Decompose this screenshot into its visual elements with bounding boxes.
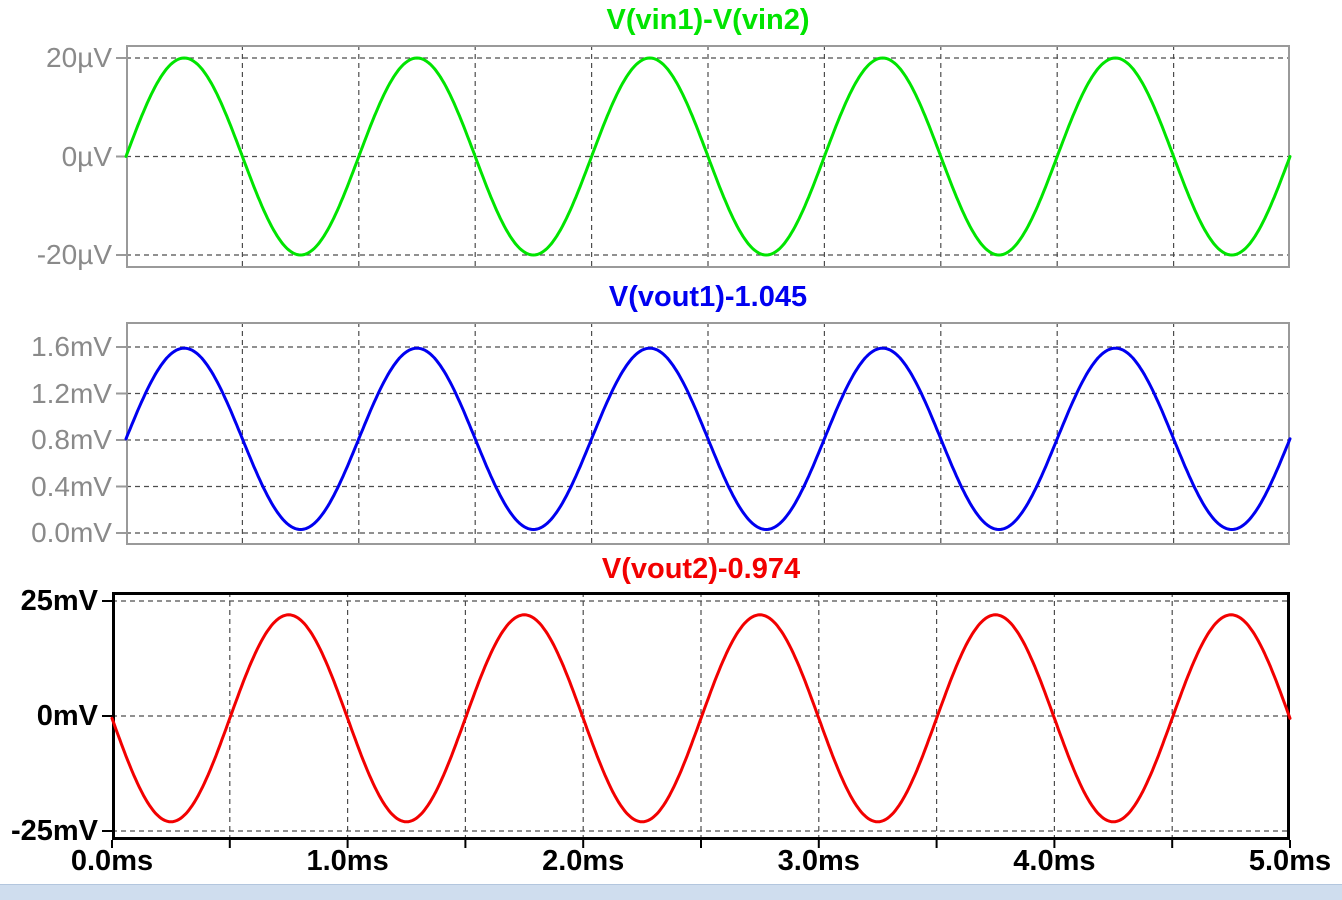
trace-label-vout1[interactable]: V(vout1)-1.045 <box>608 281 808 313</box>
plot-pane-vout2[interactable] <box>102 592 1292 848</box>
trace-label-vout2[interactable]: V(vout2)-0.974 <box>601 553 801 585</box>
horizontal-scrollbar[interactable] <box>0 884 1342 900</box>
y-axis-tick-label[interactable]: 1.6mV <box>31 331 112 362</box>
plot-pane-vout1[interactable] <box>116 322 1292 545</box>
x-axis-tick-label[interactable]: 1.0ms <box>306 845 389 877</box>
y-axis-tick-label[interactable]: 20µV <box>46 42 112 73</box>
x-axis-tick-label[interactable]: 5.0ms <box>1248 845 1332 877</box>
y-axis-tick-label[interactable]: 25mV <box>20 585 98 617</box>
y-axis-tick-label[interactable]: 0.4mV <box>31 470 112 502</box>
y-axis-tick-label[interactable]: 0mV <box>36 700 98 732</box>
x-axis-tick-label[interactable]: 4.0ms <box>1013 845 1096 877</box>
waveform-trace <box>124 346 1292 531</box>
plot-pane-vin[interactable] <box>116 45 1292 268</box>
trace-label-vin-diff[interactable]: V(vin1)-V(vin2) <box>606 4 810 36</box>
y-axis-tick-label[interactable]: 1.2mV <box>31 377 112 409</box>
x-axis-tick-label[interactable]: 2.0ms <box>542 845 625 877</box>
y-axis-tick-label[interactable]: 0µV <box>61 140 112 172</box>
waveform-trace <box>124 56 1292 257</box>
y-axis-tick-label[interactable]: 0.8mV <box>31 424 112 455</box>
y-axis-tick-label[interactable]: -20µV <box>36 239 112 270</box>
y-axis-tick-label[interactable]: -25mV <box>10 815 98 847</box>
waveform-trace <box>110 613 1292 824</box>
y-axis-tick-label[interactable]: 0.0mV <box>31 517 112 548</box>
x-axis-tick-label[interactable]: 3.0ms <box>777 845 860 877</box>
x-axis-tick-label[interactable]: 0.0ms <box>70 845 154 877</box>
